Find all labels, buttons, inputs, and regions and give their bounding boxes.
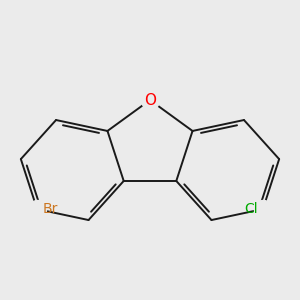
Text: Cl: Cl [244,202,258,216]
Text: O: O [144,92,156,107]
Text: Br: Br [42,202,58,216]
